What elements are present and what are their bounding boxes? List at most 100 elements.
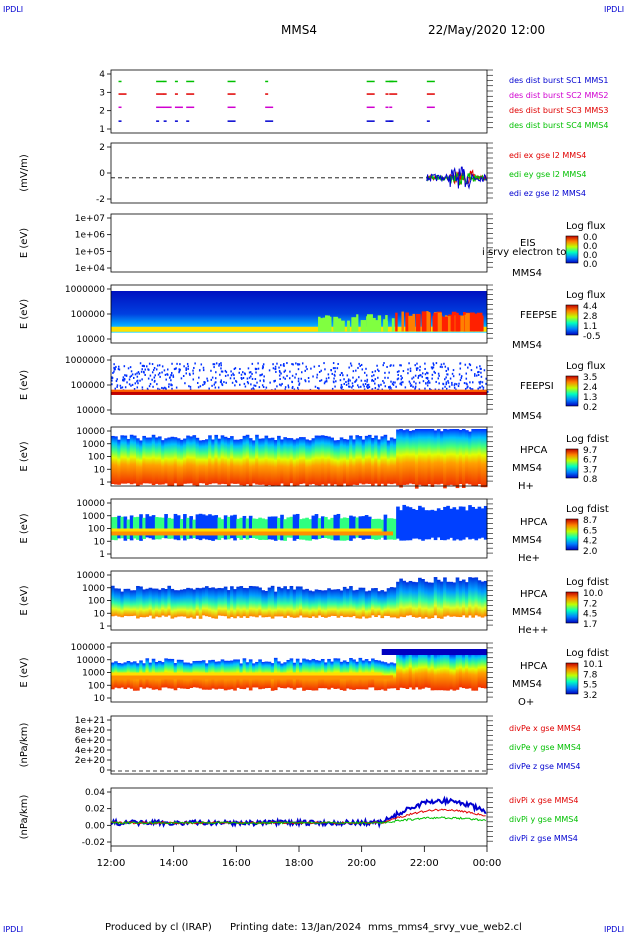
spectro-dot <box>416 368 418 371</box>
spectro-dot <box>122 376 125 379</box>
spectro-column <box>236 518 240 538</box>
burst-segment <box>156 80 165 83</box>
panel-hpca_o: 100000 10000 1000 100 10 E (eV) HPCA MMS4 O+ Log … <box>19 642 609 708</box>
spectro-column <box>436 429 441 485</box>
spectro-column <box>302 589 306 618</box>
spectro-column <box>421 507 425 541</box>
burst-segment <box>385 106 389 109</box>
spectro-column <box>436 652 441 691</box>
ytick-label: 100 <box>88 525 105 535</box>
colorbar-tick: 0.0 <box>583 233 598 243</box>
spectro-column <box>424 510 428 540</box>
panel-burst: 4 3 2 1 des dist burst SC1 MMS1 des dist burs… <box>99 69 608 135</box>
spectro-column <box>427 510 432 540</box>
spectro-dot <box>481 381 484 384</box>
colorbar <box>565 591 579 624</box>
spectro-dot <box>171 371 173 374</box>
spectro-dot <box>377 376 379 379</box>
spectro-dot <box>399 382 401 385</box>
spectro-dot <box>117 365 120 368</box>
legend-entry: divPe z gse MMS4 <box>509 762 580 771</box>
spectro-column <box>148 437 153 484</box>
spectro-dot <box>287 384 290 387</box>
spectro-dot <box>431 367 434 370</box>
ytick-label: 1e+06 <box>75 231 106 241</box>
burst-segment <box>227 120 236 122</box>
spectro-dot <box>276 362 278 365</box>
burst-segment <box>366 80 375 83</box>
spectro-dot <box>445 387 448 390</box>
series-line <box>110 816 487 825</box>
spectro-column <box>158 436 162 485</box>
spectro-dot <box>213 366 215 369</box>
spectro-dot <box>426 371 428 374</box>
spectro-dot <box>155 368 158 371</box>
spectro-column <box>176 515 181 541</box>
spectro-column <box>367 590 372 618</box>
colorbar-tick: 0.0 <box>583 251 598 261</box>
spectro-dot <box>366 380 368 383</box>
spectro-dot <box>333 377 335 380</box>
ytick-label: 1 <box>99 478 105 488</box>
spectro-column <box>148 516 153 539</box>
ytick-label: 3 <box>99 88 105 98</box>
spectro-dot <box>421 372 424 375</box>
spectro-column <box>358 587 363 619</box>
colorbar-tick: 1.1 <box>583 322 597 332</box>
spectro-dot <box>220 370 223 373</box>
spectro-dot <box>397 377 400 380</box>
spectro-dot <box>242 371 244 374</box>
spectro-patch <box>473 313 478 332</box>
spectro-dot <box>365 367 367 370</box>
spectro-dot <box>445 369 448 372</box>
spectro-column <box>324 435 328 486</box>
burst-segment <box>426 93 435 95</box>
spectro-dot <box>262 386 265 389</box>
spectro-column <box>170 436 175 487</box>
panel-hpca_hepp: 10000 1000 100 10 1 E (eV) HPCA MMS4 He++ Log fdi… <box>19 570 609 636</box>
spectro-column <box>424 650 428 688</box>
spectro-dot <box>363 385 365 388</box>
spectro-dot <box>437 377 440 380</box>
spectro-column <box>236 439 240 484</box>
spectro-dot <box>394 381 396 384</box>
spectro-column <box>129 434 134 485</box>
spectro-patch <box>421 311 427 332</box>
spectro-column <box>299 437 303 485</box>
spectro-dot <box>351 382 354 385</box>
spectro-dot <box>213 383 216 386</box>
panel-divpi: 0.04 0.02 0.00 -0.02 (nPa/km) divPi x gse MMS… <box>19 787 578 848</box>
spectro-dot <box>133 388 136 391</box>
burst-segment <box>156 120 160 122</box>
spectro-column <box>164 588 168 617</box>
ytick-label: -0.02 <box>82 838 105 848</box>
spectro-column <box>455 577 460 617</box>
spectro-column <box>220 435 225 484</box>
spectro-column <box>374 588 378 617</box>
spectro-dot <box>203 381 205 384</box>
spectro-column <box>468 431 472 485</box>
spectro-column <box>314 589 319 618</box>
spectro-column <box>114 588 118 616</box>
spectro-dot <box>396 378 399 381</box>
spectro-column <box>440 431 444 484</box>
spectro-dot <box>189 388 192 391</box>
spectro-column <box>189 516 193 539</box>
spectro-column <box>446 650 450 691</box>
spectro-column <box>295 438 300 486</box>
spectro-dot <box>125 374 128 377</box>
spectro-column <box>411 581 416 618</box>
spectro-column <box>480 650 485 689</box>
spectro-dot <box>347 378 350 381</box>
spectro-dot <box>474 373 476 376</box>
spectro-column <box>223 586 228 617</box>
spectro-dot <box>332 380 335 383</box>
spectro-dot <box>447 380 449 383</box>
spectro-dot <box>247 382 250 385</box>
spectro-dot <box>170 374 172 377</box>
spectro-dot <box>171 384 173 387</box>
spectro-column <box>167 517 172 539</box>
spectro-dot <box>113 366 115 369</box>
spectro-dot <box>378 385 380 388</box>
spectro-dot <box>184 382 186 385</box>
